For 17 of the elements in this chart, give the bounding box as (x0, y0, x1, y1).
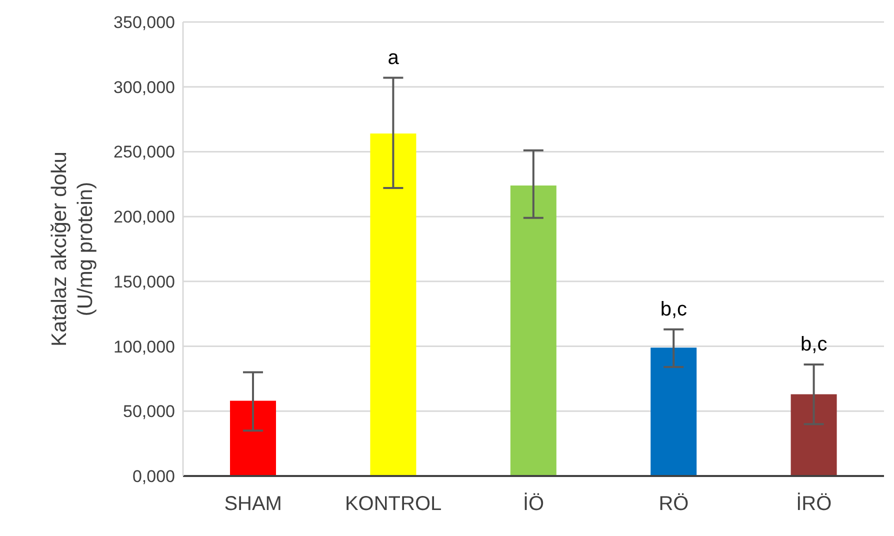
x-tick-label: KONTROL (344, 493, 442, 516)
y-tick-label: 300,000 (114, 78, 175, 97)
x-tick-label: İÖ (522, 492, 544, 516)
y-tick-label: 350,000 (114, 13, 175, 32)
y-tick-label: 250,000 (114, 142, 175, 162)
y-tick-label: 0,000 (132, 467, 175, 486)
y-tick-label: 150,000 (114, 272, 175, 292)
annotation: b,c (660, 298, 688, 320)
x-tick-label: SHAM (224, 493, 282, 516)
annotation: b,c (800, 333, 828, 356)
x-tick-label: İRÖ (796, 492, 832, 516)
y-tick-label: 200,000 (114, 208, 175, 227)
y-tick-label: 100,000 (114, 337, 175, 356)
y-tick-label: 50,000 (123, 402, 175, 422)
y-axis-title: Katalaz akciğer doku (U/mg protein) (48, 152, 97, 346)
annotation: a (388, 46, 400, 69)
x-tick-label: RÖ (658, 493, 689, 516)
